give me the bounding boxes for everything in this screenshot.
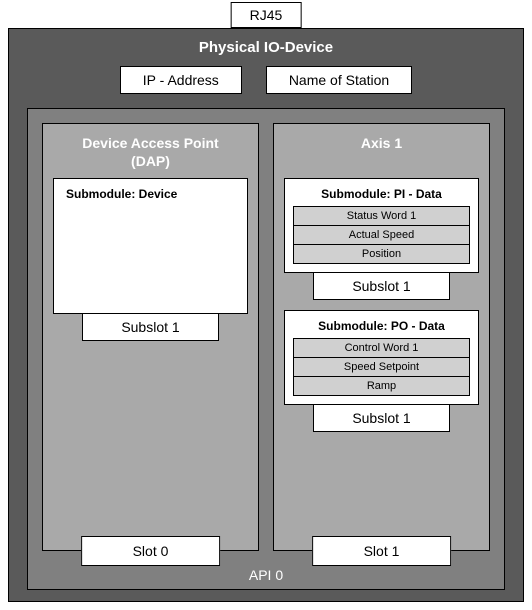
dap-submodule: Submodule: Device: [53, 178, 248, 314]
po-subslot: Subslot 1: [313, 404, 450, 432]
config-row: IP - Address Name of Station: [9, 66, 523, 94]
api-frame: Device Access Point (DAP) Submodule: Dev…: [27, 108, 505, 590]
dap-subslot: Subslot 1: [82, 313, 219, 341]
po-submodule: Submodule: PO - Data Control Word 1 Spee…: [284, 310, 479, 405]
api-label: API 0: [28, 567, 504, 583]
station-name-label: Name of Station: [289, 72, 389, 88]
dap-title-line1: Device Access Point: [82, 135, 218, 151]
rj45-connector: RJ45: [231, 2, 302, 28]
ip-address-label: IP - Address: [143, 72, 219, 88]
device-title: Physical IO-Device: [9, 39, 523, 56]
pi-row-speed: Actual Speed: [293, 225, 470, 245]
pi-row-status: Status Word 1: [293, 206, 470, 226]
slot-1-label: Slot 1: [312, 536, 452, 566]
axis-title: Axis 1: [284, 134, 479, 170]
pi-submodule-title: Submodule: PI - Data: [293, 187, 470, 201]
dap-submodule-title: Submodule: Device: [62, 187, 239, 201]
slot-axis1: Axis 1 Submodule: PI - Data Status Word …: [273, 123, 490, 551]
pi-row-position: Position: [293, 244, 470, 264]
dap-title: Device Access Point (DAP): [53, 134, 248, 170]
axis-title-text: Axis 1: [361, 135, 402, 151]
dap-submodule-body: [62, 207, 239, 305]
pi-subslot: Subslot 1: [313, 272, 450, 300]
slot-dap: Device Access Point (DAP) Submodule: Dev…: [42, 123, 259, 551]
po-row-ramp: Ramp: [293, 376, 470, 396]
po-submodule-title: Submodule: PO - Data: [293, 319, 470, 333]
po-row-control: Control Word 1: [293, 338, 470, 358]
dap-title-line2: (DAP): [131, 153, 170, 169]
ip-address-box: IP - Address: [120, 66, 242, 94]
physical-io-device-frame: Physical IO-Device IP - Address Name of …: [8, 28, 524, 602]
po-row-setpoint: Speed Setpoint: [293, 357, 470, 377]
rj45-label: RJ45: [250, 7, 283, 23]
pi-submodule: Submodule: PI - Data Status Word 1 Actua…: [284, 178, 479, 273]
station-name-box: Name of Station: [266, 66, 412, 94]
slot-0-label: Slot 0: [81, 536, 221, 566]
slots-row: Device Access Point (DAP) Submodule: Dev…: [42, 123, 490, 551]
